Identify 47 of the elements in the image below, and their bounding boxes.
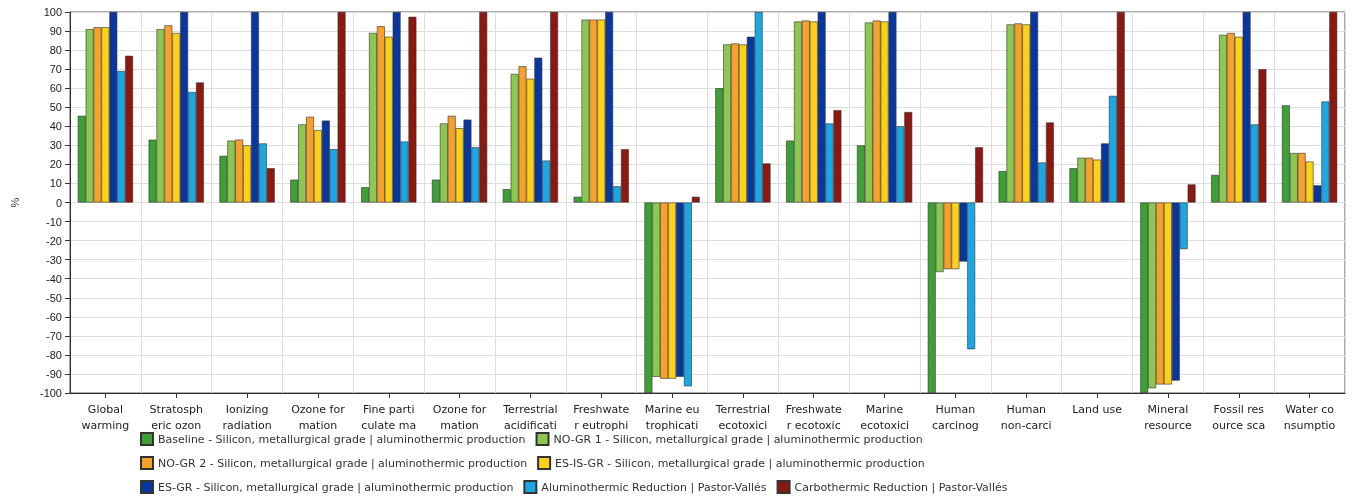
y-tick-label: 70 (49, 63, 62, 76)
legend-label: Baseline - Silicon, metallurgical grade | aluminothermic production (158, 432, 526, 446)
legend-label: NO-GR 1 - Silicon, metallurgical grade | aluminothermic production (553, 432, 923, 446)
y-tick-label: -60 (46, 310, 62, 323)
x-tick-label: Stratosph eric ozon (149, 402, 203, 432)
y-tick-label: 100 (43, 6, 62, 18)
y-tick-label: 40 (49, 120, 62, 133)
x-tick-label: Freshwate r ecotoxic (785, 402, 843, 432)
y-tick-label: -90 (46, 367, 62, 380)
y-axis-title: % (8, 197, 21, 208)
y-tick-label: 60 (49, 82, 62, 95)
y-tick-label: -70 (46, 329, 62, 342)
x-tick-label: Fossil res ource sca (1212, 402, 1266, 432)
x-tick-label: Ozone for mation (432, 402, 487, 432)
y-tick-label: 90 (49, 25, 62, 38)
x-tick-label: Human carcinog (931, 402, 979, 432)
x-tick-label: Ionizing radiation (222, 402, 272, 432)
x-tick-label: Human non-carci (1000, 402, 1052, 432)
legend-label: ES-IS-GR - Silicon, metallurgical grade | aluminothermic production (555, 456, 925, 470)
legend-label: Carbothermic Reduction | Pastor-Vallés (794, 480, 1008, 494)
legend-label: Aluminothermic Reduction | Pastor-Vallés (541, 480, 767, 494)
legend-label: NO-GR 2 - Silicon, metallurgical grade | aluminothermic production (158, 456, 528, 470)
y-tick-label: 30 (49, 139, 62, 152)
y-tick-label: -40 (46, 272, 62, 285)
y-tick-label: -50 (46, 291, 62, 304)
x-tick-label: Marine eu trophicati (644, 402, 700, 432)
x-tick-label: Terrestrial ecotoxici (714, 402, 771, 432)
x-tick-label: Freshwate r eutrophi (573, 402, 630, 432)
legend-label: ES-GR - Silicon, metallurgical grade | aluminothermic production (158, 480, 514, 494)
x-tick-label: Land use (1072, 402, 1123, 416)
x-tick-label: Fine parti culate ma (361, 402, 417, 432)
y-tick-label: 50 (49, 101, 62, 114)
x-tick-label: Mineral resource (1144, 402, 1192, 432)
y-tick-label: -10 (46, 215, 62, 228)
y-tick-label: 0 (55, 196, 62, 209)
y-tick-label: 10 (49, 177, 62, 190)
x-tick-label: Ozone for mation (291, 402, 346, 432)
x-tick-label: Terrestrial acidificati (502, 402, 558, 432)
x-tick-label: Water co nsumptio (1283, 402, 1336, 432)
x-tick-label: Global warming (81, 402, 130, 432)
y-tick-label: 80 (49, 44, 62, 57)
x-tick-label: Marine ecotoxici (860, 402, 910, 432)
y-tick-label: -30 (46, 253, 62, 266)
y-tick-label: -20 (46, 234, 62, 247)
y-tick-label: -100 (39, 387, 62, 399)
y-tick-label: -80 (46, 348, 62, 361)
y-tick-label: 20 (49, 158, 62, 171)
